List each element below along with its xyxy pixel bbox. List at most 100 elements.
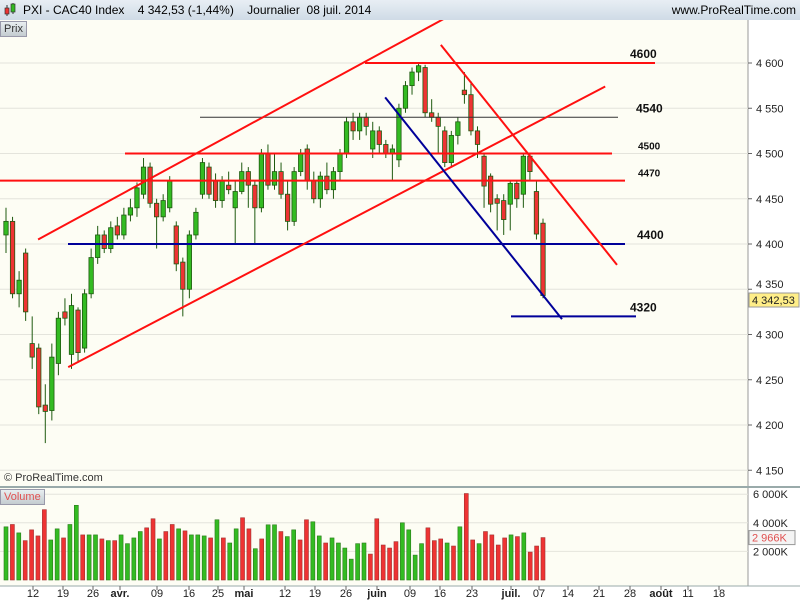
volume-bar <box>105 540 111 581</box>
volume-bar <box>438 538 444 581</box>
candle-body <box>468 94 474 132</box>
current-volume-label: 2 966K <box>752 533 788 545</box>
volume-bar <box>316 535 322 581</box>
date-label: 07 <box>533 588 545 600</box>
volume-bar <box>253 548 258 581</box>
candle-body <box>442 130 448 163</box>
volume-bar <box>29 529 34 581</box>
price-tick-label: 4 250 <box>756 375 784 387</box>
candle-body <box>226 184 232 191</box>
trendline <box>440 44 618 266</box>
price-chart[interactable]: 4 600 4 550 4 500 4 450 4 400 4 350 4 300 4 250… <box>0 20 800 600</box>
volume-bar <box>540 537 546 581</box>
candle-body <box>507 182 513 205</box>
volume-bar <box>214 519 220 581</box>
volume-bar <box>86 534 92 581</box>
volume-bar <box>10 524 15 581</box>
trendline <box>67 85 606 368</box>
volume-bar <box>80 534 86 581</box>
volume-bar <box>16 532 22 581</box>
candle-body <box>363 116 369 127</box>
candle-body <box>324 175 330 191</box>
date-label: avr. <box>111 588 130 600</box>
volume-bar <box>361 542 367 581</box>
candle-body <box>435 116 441 127</box>
volume-bar <box>93 534 98 581</box>
level-label: 4600 <box>630 47 657 61</box>
volume-bar <box>74 504 79 581</box>
price-panel-tag[interactable]: Prix <box>0 21 27 37</box>
volume-bar <box>323 542 328 581</box>
candle-body <box>501 200 507 220</box>
volume-bar <box>329 537 335 581</box>
candle-body <box>337 153 343 173</box>
candle-body <box>252 184 258 209</box>
candle-body <box>121 214 127 236</box>
price-tick-label: 4 350 <box>756 279 784 291</box>
candle-body <box>448 134 454 163</box>
candle-body <box>127 207 134 216</box>
volume-bar <box>189 534 194 581</box>
volume-bar <box>208 537 213 581</box>
date: 08 juil. 2014 <box>306 3 372 17</box>
candlestick-icon <box>4 3 16 16</box>
volume-bar <box>463 493 469 581</box>
volume-bar <box>368 553 373 581</box>
date-label: 19 <box>309 588 321 600</box>
candle-body <box>429 112 435 118</box>
date-label: 26 <box>87 588 99 600</box>
volume-bar <box>259 538 265 581</box>
candle-body <box>3 220 9 236</box>
candle-body <box>23 252 29 313</box>
volume-bar <box>527 551 533 581</box>
volume-bar <box>291 529 296 581</box>
date-label: 12 <box>279 588 291 600</box>
volume-bar <box>137 531 143 581</box>
date-label: mai <box>235 588 254 600</box>
volume-bar <box>150 518 156 581</box>
candle-body <box>193 211 199 236</box>
candle-body <box>533 191 540 235</box>
volume-bar <box>508 534 514 581</box>
volume-tick-label: 6 000K <box>753 489 789 501</box>
candle-body <box>494 198 500 204</box>
candle-body <box>49 356 55 411</box>
level-label: 4400 <box>637 228 664 242</box>
volume-bar <box>387 547 392 581</box>
volume-bar <box>374 518 380 581</box>
candle-body <box>232 191 238 209</box>
price-tick-label: 4 500 <box>756 149 784 161</box>
volume-bar <box>534 545 539 581</box>
date-label: 25 <box>212 588 224 600</box>
site-link[interactable]: www.ProRealTime.com <box>671 3 796 17</box>
volume-bar <box>304 519 309 581</box>
volume-bar <box>48 539 54 581</box>
volume-bar <box>483 531 488 581</box>
volume-bar <box>195 534 201 581</box>
candle-body <box>75 309 81 354</box>
volume-bar <box>412 554 418 581</box>
candle-body <box>291 171 297 222</box>
candle-body <box>311 180 317 200</box>
period: Journalier <box>247 3 300 17</box>
volume-bar <box>521 532 527 581</box>
candle-body <box>95 234 101 258</box>
symbol: PXI - CAC40 Index <box>23 3 125 17</box>
candle-body <box>409 71 415 87</box>
level-label: 4470 <box>638 169 661 180</box>
volume-bar <box>272 524 277 581</box>
candle-body <box>415 65 422 73</box>
candle-body <box>154 202 160 218</box>
candle-body <box>9 220 16 295</box>
volume-bar <box>3 526 9 581</box>
candle-body <box>402 85 409 109</box>
candle-body <box>278 171 284 195</box>
candle-body <box>101 234 107 249</box>
volume-panel-tag[interactable]: Volume <box>0 489 45 505</box>
price-change: (-1,44%) <box>187 3 234 17</box>
volume-bar <box>22 540 28 581</box>
date-label: août <box>649 588 673 600</box>
volume-tick-label: 4 000K <box>753 518 789 530</box>
volume-panel-bg <box>0 488 748 586</box>
level-label: 4500 <box>638 142 661 153</box>
